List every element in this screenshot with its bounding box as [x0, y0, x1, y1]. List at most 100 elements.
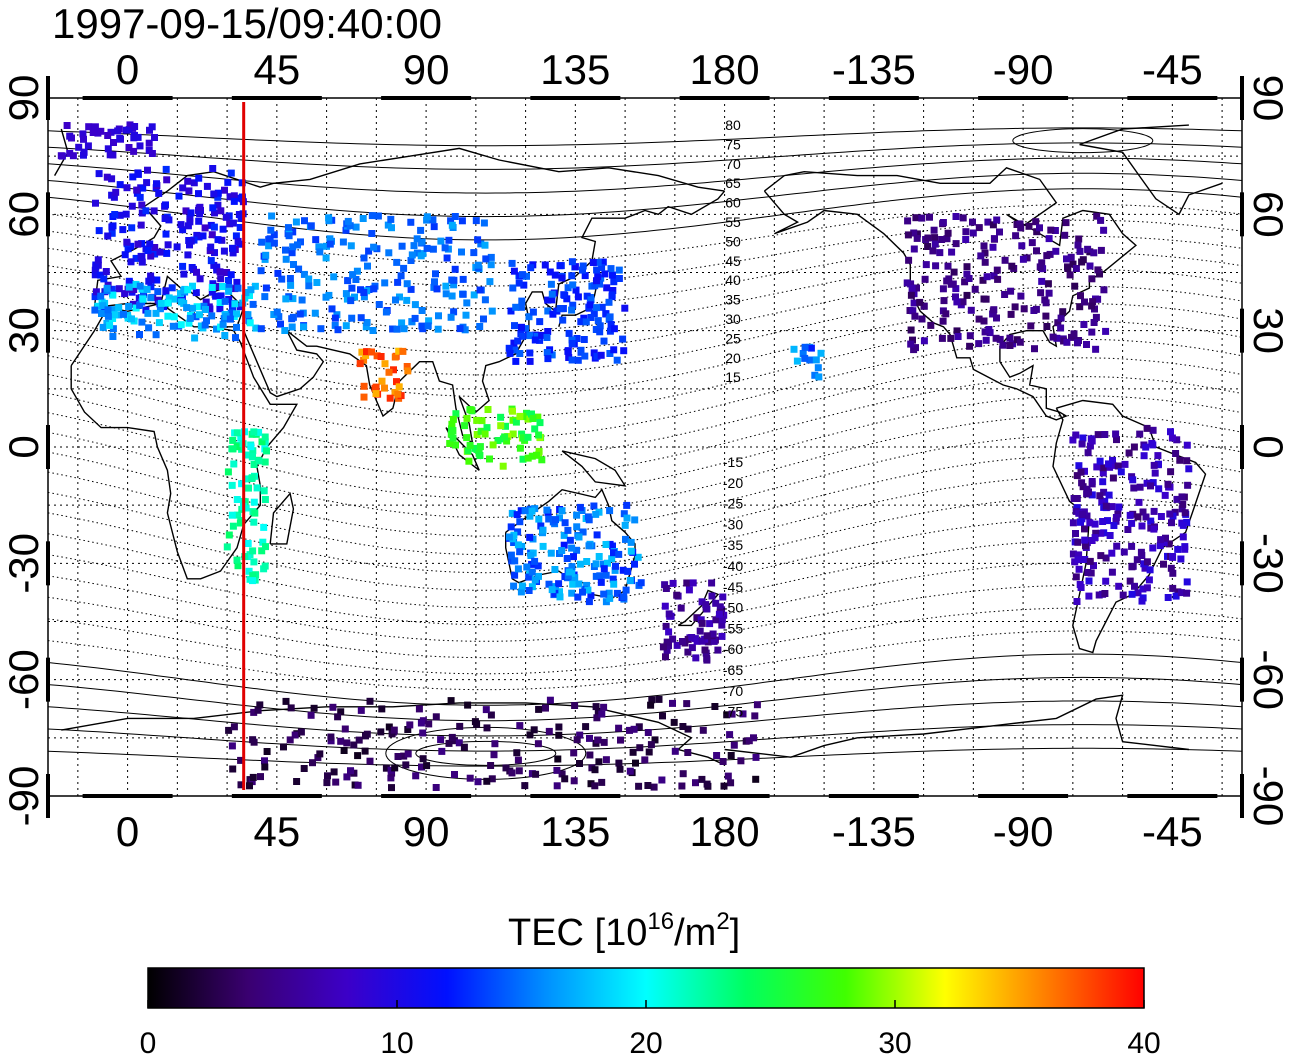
tec-cell	[97, 271, 105, 279]
tec-cell	[433, 285, 441, 293]
tec-cell	[497, 413, 505, 421]
tec-cell	[927, 321, 935, 329]
tec-cell	[483, 424, 491, 432]
tec-cell	[622, 535, 629, 543]
tec-cell	[564, 284, 572, 292]
tec-cell	[709, 630, 717, 638]
tec-cell	[236, 303, 244, 311]
tec-cell	[474, 261, 482, 269]
tec-cell	[487, 762, 495, 769]
tec-cell	[145, 277, 153, 285]
tec-cell	[558, 770, 566, 778]
tec-cell	[1008, 262, 1016, 270]
tec-cell	[601, 270, 609, 278]
tec-cell	[1119, 591, 1127, 599]
tec-cell	[1084, 245, 1092, 253]
tec-cell	[990, 306, 998, 314]
tec-cell	[535, 515, 543, 523]
tec-cell	[165, 216, 173, 224]
tec-cell	[311, 309, 319, 317]
tec-cell	[1052, 247, 1060, 255]
tec-cell	[726, 731, 734, 739]
tec-cell	[94, 256, 102, 264]
tec-cell	[230, 460, 238, 468]
tec-cell	[1025, 222, 1033, 230]
tec-cell	[1049, 333, 1057, 341]
tec-cell	[261, 293, 269, 301]
tec-cell	[228, 481, 236, 489]
tec-cell	[1171, 508, 1179, 516]
tec-cell	[437, 736, 445, 744]
tec-cell	[193, 231, 201, 239]
tec-cell	[313, 279, 321, 286]
tec-cell	[718, 621, 726, 629]
tec-cell	[966, 332, 974, 340]
tec-cell	[586, 751, 594, 759]
tec-cell	[1063, 338, 1071, 346]
tec-cell	[261, 433, 269, 441]
tec-cell	[602, 756, 610, 764]
tec-cell	[1102, 327, 1110, 335]
tec-cell	[619, 566, 627, 574]
tec-cell	[209, 204, 217, 212]
contour-label: 45	[725, 253, 741, 269]
tec-cell	[91, 293, 99, 301]
tec-cell	[587, 296, 595, 304]
tec-cell	[963, 263, 971, 271]
tec-cell	[570, 553, 577, 561]
contour-label: 70	[725, 156, 741, 172]
tec-cell	[393, 378, 400, 386]
tec-cell	[1074, 538, 1082, 546]
coastline-segment	[269, 491, 295, 545]
mag-contour	[47, 395, 1243, 499]
tec-cell	[425, 720, 433, 728]
tec-cell	[1047, 226, 1055, 234]
tec-cell	[521, 782, 529, 790]
tec-cell	[229, 244, 236, 252]
tec-cell	[528, 507, 536, 515]
tec-cell	[301, 217, 308, 225]
tec-cell	[242, 289, 250, 296]
tec-cell	[1179, 521, 1187, 529]
tec-cell	[938, 334, 946, 342]
tec-cell	[341, 725, 349, 733]
tec-cell	[438, 747, 446, 755]
tec-cell	[1113, 436, 1120, 444]
tec-cell	[147, 294, 155, 302]
tec-cell	[587, 592, 595, 600]
tec-cell	[464, 447, 472, 455]
tec-cell	[645, 748, 653, 756]
tec-cell	[225, 284, 233, 291]
tec-cell	[233, 496, 241, 503]
tec-cell	[483, 724, 491, 732]
tec-cell	[478, 417, 486, 425]
tec-cell	[1077, 468, 1085, 476]
tec-cell	[247, 286, 255, 294]
tec-cell	[128, 202, 136, 210]
colorbar-tick-label: 40	[1127, 1027, 1160, 1057]
tec-cell	[69, 152, 77, 160]
tec-cell	[1094, 266, 1102, 274]
tec-cell	[514, 756, 522, 764]
tec-cell	[1130, 484, 1138, 492]
tec-cell	[1185, 465, 1193, 473]
tec-cell	[466, 774, 474, 782]
tec-cell	[1007, 287, 1015, 295]
tec-cell	[280, 743, 287, 751]
tec-cell	[233, 429, 241, 437]
tec-cell	[663, 646, 671, 654]
tec-cell	[417, 226, 425, 234]
tec-cell	[145, 139, 153, 147]
tec-cell	[623, 501, 631, 509]
tec-cell	[288, 249, 296, 257]
tec-cell	[375, 301, 383, 308]
tec-cell	[1078, 479, 1086, 487]
tec-cell	[285, 224, 292, 232]
tec-cell	[1177, 555, 1185, 563]
tec-cell	[494, 437, 502, 444]
tec-cell	[270, 231, 278, 239]
tec-cell	[600, 590, 608, 598]
tec-cell	[182, 207, 190, 215]
tec-cell	[1104, 517, 1111, 525]
